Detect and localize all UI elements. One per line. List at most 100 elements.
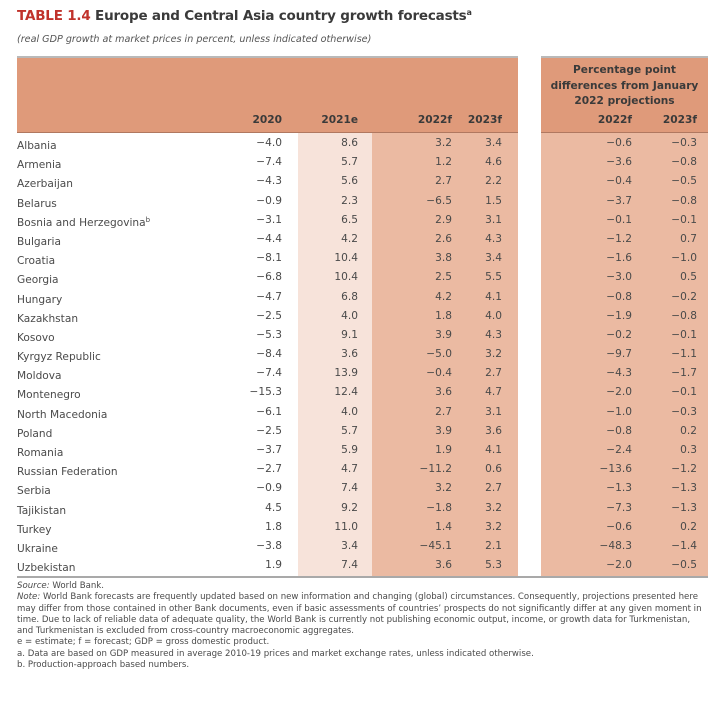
- cell-2021e: 8.6: [341, 137, 358, 149]
- table-row: Georgia −6.8 10.4 2.5 5.5 −3.0 0.5: [17, 268, 708, 287]
- cell-diff-2023f: −1.7: [671, 367, 697, 380]
- cell-2020: −2.5: [256, 309, 282, 322]
- cell-2021e: 5.6: [341, 175, 358, 188]
- cell-diff-2023f: −0.8: [671, 309, 697, 322]
- cell-2021e: 6.8: [341, 290, 358, 303]
- cell-2021e: 6.5: [341, 213, 358, 226]
- cell-2023f: 4.1: [485, 290, 502, 303]
- cell-2022f: 3.6: [435, 559, 452, 572]
- cell-diff-2023f: −0.8: [671, 194, 697, 207]
- cell-2023f: 2.7: [485, 482, 502, 495]
- cell-diff-2022f: −1.2: [606, 232, 632, 245]
- column-header-diff-2022f: 2022f: [597, 114, 632, 126]
- cell-2020: −6.1: [256, 405, 282, 418]
- country-name: Belarus: [17, 197, 57, 210]
- country-name: Georgia: [17, 274, 59, 287]
- table-body: Albania −4.0 8.6 3.2 3.4 −0.6 −0.3 Armen…: [17, 134, 708, 575]
- cell-2023f: 4.3: [485, 328, 502, 341]
- footnote-mark: b: [145, 215, 151, 224]
- cell-diff-2023f: −0.3: [671, 137, 697, 149]
- cell-2023f: 2.1: [485, 539, 502, 552]
- cell-diff-2023f: −0.5: [671, 559, 697, 572]
- table-row: Ukraine −3.8 3.4 −45.1 2.1 −48.3 −1.4: [17, 537, 708, 556]
- cell-diff-2022f: −0.4: [606, 175, 632, 188]
- cell-diff-2023f: 0.5: [680, 271, 697, 284]
- table-row: Kyrgyz Republic −8.4 3.6 −5.0 3.2 −9.7 −…: [17, 345, 708, 364]
- cell-2021e: 5.7: [341, 156, 358, 169]
- cell-2020: −0.9: [256, 482, 282, 495]
- cell-diff-2022f: −3.0: [606, 271, 632, 284]
- cell-2022f: 1.4: [435, 520, 452, 533]
- cell-2023f: 3.6: [485, 424, 502, 437]
- cell-diff-2023f: −0.2: [671, 290, 697, 303]
- country-name: Armenia: [17, 159, 62, 172]
- table-row: Poland −2.5 5.7 3.9 3.6 −0.8 0.2: [17, 422, 708, 441]
- group-header-line: differences from January: [550, 79, 699, 92]
- cell-2023f: 4.3: [485, 232, 502, 245]
- estimate-column-shading: [298, 133, 372, 577]
- table-row: Uzbekistan 1.9 7.4 3.6 5.3 −2.0 −0.5: [17, 556, 708, 575]
- cell-2020: −4.0: [256, 137, 282, 149]
- footnote-a: a. Data are based on GDP measured in ave…: [17, 648, 534, 659]
- table-row: North Macedonia −6.1 4.0 2.7 3.1 −1.0 −0…: [17, 403, 708, 422]
- cell-diff-2023f: −1.0: [671, 252, 697, 265]
- source-note: Source: World Bank.: [17, 581, 707, 592]
- table-row: Azerbaijan −4.3 5.6 2.7 2.2 −0.4 −0.5: [17, 172, 708, 191]
- table-row: Tajikistan 4.5 9.2 −1.8 3.2 −7.3 −1.3: [17, 499, 708, 518]
- cell-2020: −8.4: [256, 348, 282, 361]
- country-name: Croatia: [17, 255, 56, 268]
- cell-2021e: 10.4: [334, 252, 358, 265]
- cell-2022f: 3.9: [435, 328, 452, 341]
- source-text: World Bank.: [49, 581, 105, 591]
- cell-2021e: 4.2: [341, 232, 358, 245]
- table-number: TABLE 1.4: [17, 8, 91, 24]
- column-header-diff-2023f: 2023f: [662, 114, 697, 126]
- table-subtitle: (real GDP growth at market prices in per…: [17, 34, 372, 45]
- country-name: Hungary: [17, 293, 63, 306]
- cell-diff-2023f: −0.8: [671, 156, 697, 169]
- cell-2022f: 2.5: [435, 271, 452, 284]
- cell-diff-2022f: −48.3: [599, 539, 632, 552]
- column-header-2020: 2020: [252, 114, 283, 126]
- cell-2022f: 2.7: [435, 175, 452, 188]
- cell-2022f: 1.9: [435, 444, 452, 456]
- cell-diff-2023f: −0.3: [671, 405, 697, 418]
- country-name: Kyrgyz Republic: [17, 351, 101, 364]
- table-notes: Source: World Bank. Note: World Bank for…: [17, 581, 707, 671]
- country-name: Serbia: [17, 485, 51, 498]
- cell-2022f: 2.6: [435, 232, 452, 245]
- cell-2022f: 3.6: [435, 386, 452, 399]
- table-row: Armenia −7.4 5.7 1.2 4.6 −3.6 −0.8: [17, 153, 708, 172]
- cell-diff-2022f: −7.3: [606, 501, 632, 514]
- country-name: Albania: [17, 140, 57, 152]
- country-name: Romania: [17, 447, 64, 459]
- cell-2022f: 3.2: [435, 482, 452, 495]
- cell-2023f: 3.2: [485, 520, 502, 533]
- cell-diff-2023f: −1.3: [671, 482, 697, 495]
- table-row: Kosovo −5.3 9.1 3.9 4.3 −0.2 −0.1: [17, 326, 708, 345]
- country-name: Poland: [17, 427, 53, 440]
- table-header-main: [17, 56, 518, 133]
- country-name: Montenegro: [17, 389, 81, 402]
- footnote-b: b. Production-approach based numbers.: [17, 660, 190, 671]
- country-name: Tajikistan: [17, 504, 67, 517]
- country-name: Turkey: [17, 523, 52, 536]
- cell-2020: −3.7: [256, 444, 282, 456]
- cell-2022f: −0.4: [426, 367, 452, 380]
- table-title-text: Europe and Central Asia country growth f…: [95, 8, 467, 24]
- cell-diff-2023f: 0.2: [680, 424, 697, 437]
- group-header-line: 2022 projections: [574, 95, 675, 107]
- cell-2020: −3.8: [256, 539, 282, 552]
- cell-2022f: 3.9: [435, 424, 452, 437]
- cell-2021e: 3.6: [341, 348, 358, 361]
- title-footnote-mark: a: [466, 8, 472, 17]
- country-name: Kosovo: [17, 331, 55, 344]
- cell-2022f: 3.8: [435, 252, 452, 265]
- cell-diff-2023f: −1.1: [671, 348, 697, 361]
- cell-diff-2023f: −0.1: [671, 213, 697, 226]
- cell-2021e: 12.4: [334, 386, 358, 399]
- cell-2020: −6.8: [256, 271, 282, 284]
- cell-2021e: 3.4: [341, 539, 358, 552]
- cell-diff-2023f: −1.4: [671, 539, 697, 552]
- country-name: Ukraine: [17, 542, 58, 555]
